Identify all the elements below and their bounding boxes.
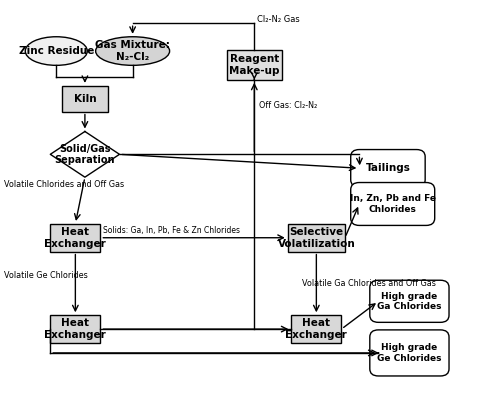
Text: Cl₂-N₂ Gas: Cl₂-N₂ Gas [257,15,300,24]
Text: Heat
Exchanger: Heat Exchanger [45,227,106,248]
Text: Solids: Ga, In, Pb, Fe & Zn Chlorides: Solids: Ga, In, Pb, Fe & Zn Chlorides [103,226,240,235]
FancyBboxPatch shape [50,224,100,252]
Text: In, Zn, Pb and Fe
Chlorides: In, Zn, Pb and Fe Chlorides [350,194,436,214]
Text: Volatile Chlorides and Off Gas: Volatile Chlorides and Off Gas [4,180,124,189]
Text: Volatile Ga Chlorides and Off Gas: Volatile Ga Chlorides and Off Gas [302,279,436,288]
Text: Heat
Exchanger: Heat Exchanger [45,318,106,340]
FancyBboxPatch shape [291,315,341,343]
Text: Selective
Volatilization: Selective Volatilization [277,227,355,248]
Polygon shape [50,132,120,177]
FancyBboxPatch shape [62,86,108,112]
Text: Off Gas: Cl₂-N₂: Off Gas: Cl₂-N₂ [259,101,317,110]
Text: Reagent
Make-up: Reagent Make-up [229,54,279,76]
FancyBboxPatch shape [50,315,100,343]
Text: High grade
Ga Chlorides: High grade Ga Chlorides [377,292,442,311]
Text: High grade
Ge Chlorides: High grade Ge Chlorides [377,343,442,363]
Ellipse shape [96,37,169,65]
Text: Zinc Residue: Zinc Residue [19,46,94,56]
FancyBboxPatch shape [370,330,449,376]
Text: Solid/Gas
Separation: Solid/Gas Separation [55,144,115,165]
Text: Heat
Exchanger: Heat Exchanger [286,318,347,340]
Text: Gas Mixture:
N₂-Cl₂: Gas Mixture: N₂-Cl₂ [95,40,170,62]
FancyBboxPatch shape [288,224,345,252]
FancyBboxPatch shape [351,150,425,187]
FancyBboxPatch shape [351,182,435,226]
Text: Tailings: Tailings [365,163,410,173]
Text: Kiln: Kiln [73,94,96,104]
Ellipse shape [25,37,87,65]
FancyBboxPatch shape [370,280,449,322]
Text: Volatile Ge Chlorides: Volatile Ge Chlorides [4,271,87,280]
FancyBboxPatch shape [227,50,282,80]
